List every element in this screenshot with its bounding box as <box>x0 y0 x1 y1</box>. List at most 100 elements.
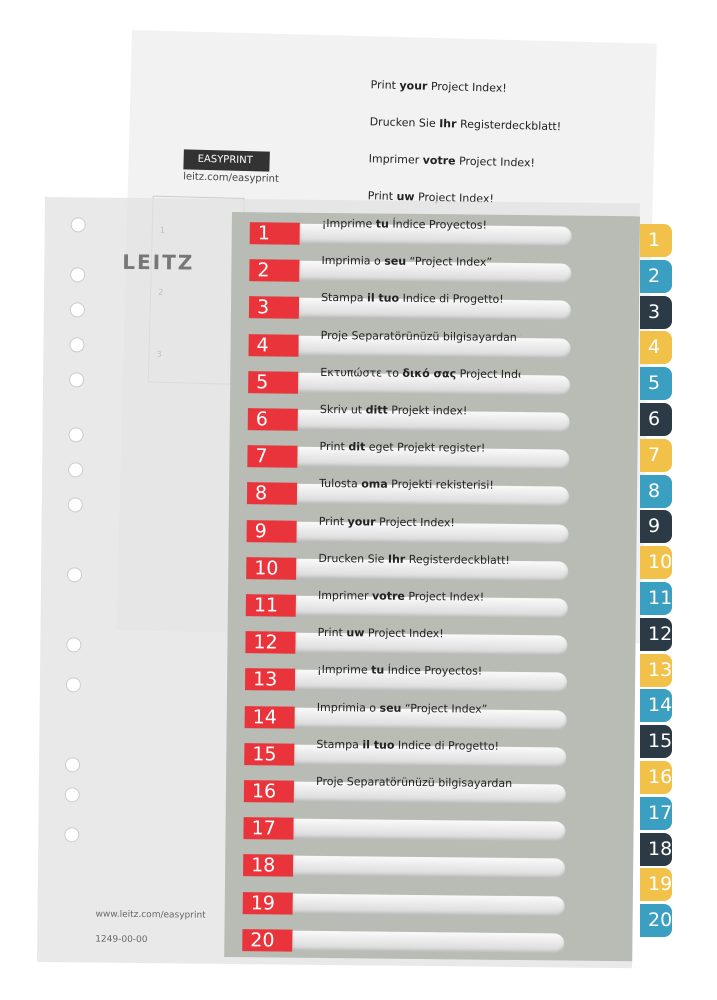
row-text-part: Tulosta <box>319 477 362 491</box>
row-text-part: Proje Separatörünüzü bilgisayardan yazdı… <box>320 328 521 344</box>
index-card: 1 ¡Imprime tu Índice Proyectos! 2 Imprimia … <box>224 212 640 962</box>
row-text-part: uw <box>346 626 365 640</box>
row-text-part: Εκτυπώστε το <box>320 365 403 380</box>
row-text: Tulosta oma Projekti rekisterisi! <box>319 477 519 492</box>
row-text-part: Drucken Sie <box>318 551 388 566</box>
row-text-part: Project Index! <box>404 589 485 604</box>
badge-url: leitz.com/easyprint <box>183 171 279 185</box>
row-number: 3 <box>248 296 300 320</box>
punch-hole <box>69 302 85 318</box>
index-row: 5 Εκτυπώστε το δικό σας Project Index! <box>248 366 573 396</box>
row-number: 12 <box>245 631 296 654</box>
punch-hole <box>69 337 85 353</box>
tab: 1 <box>640 224 672 257</box>
index-row: 11 Imprimer votre Project Index! <box>245 589 571 619</box>
row-text: Imprimia o seu “Project Index” <box>321 254 521 269</box>
row-number: 9 <box>246 519 297 543</box>
row-text-part: Imprimia o <box>321 254 385 268</box>
row-text-part: il tuo <box>367 291 400 306</box>
row-text-part: Ihr <box>387 552 406 566</box>
tab: 10 <box>640 546 672 580</box>
punch-hole <box>70 217 86 233</box>
back-line: Drucken Sie Ihr Registerdeckblatt! <box>370 115 562 133</box>
row-text-part: Índice Proyectos! <box>384 664 483 679</box>
row-text: ¡Imprime tu Índice Proyectos! <box>322 217 522 232</box>
row-number: 14 <box>244 705 295 729</box>
row-number: 11 <box>245 594 296 617</box>
row-number: 4 <box>248 333 299 357</box>
row-text-part: seu <box>384 254 407 269</box>
footer-url: www.leitz.com/easyprint <box>95 909 206 921</box>
row-text-part: Índice Proyectos! <box>388 217 487 232</box>
index-row: 15 Stampa il tuo Indice di Progetto! <box>244 738 569 768</box>
row-text-part: Project Index! <box>459 367 521 381</box>
back-line: Imprimer votre Project Index! <box>369 152 536 169</box>
row-text-part: Stampa <box>321 291 368 305</box>
index-row: 13 ¡Imprime tu Índice Proyectos! <box>244 663 570 694</box>
tab: 2 <box>640 259 672 293</box>
back-line-part: Print <box>370 78 400 93</box>
index-row: 4 Proje Separatörünüzü bilgisayardan yazd… <box>248 329 573 359</box>
index-row: 20 <box>242 928 567 954</box>
tab: 20 <box>640 904 672 938</box>
tab: 18 <box>640 832 672 866</box>
row-number: 16 <box>243 780 295 803</box>
row-text-part: “Project Index” <box>401 701 488 716</box>
punch-hole <box>67 497 83 513</box>
row-text: Skriv ut ditt Projekt index! <box>320 403 520 418</box>
punch-hole <box>66 637 82 653</box>
row-text: Εκτυπώστε το δικό σας Project Index! <box>320 366 520 381</box>
row-number: 6 <box>247 408 298 431</box>
row-text-part: Indice di Progetto! <box>394 738 500 753</box>
row-text: Stampa il tuo Indice di Progetto! <box>316 738 516 753</box>
row-text-part: Project Index! <box>364 626 444 641</box>
row-text-part: Print <box>317 626 347 640</box>
index-row: 10 Drucken Sie Ihr Registerdeckblatt! <box>246 552 571 582</box>
row-number: 19 <box>242 891 293 915</box>
tab: 11 <box>640 582 672 615</box>
index-row: 3 Stampa il tuo Indice di Progetto! <box>248 291 574 322</box>
tab: 19 <box>640 868 672 902</box>
row-number: 20 <box>242 928 293 952</box>
row-text-part: ¡Imprime <box>317 663 372 677</box>
row-text: Stampa il tuo Indice di Progetto! <box>321 291 521 306</box>
back-line-part: votre <box>422 153 456 168</box>
index-row: 16 Proje Separatörünüzü bilgisayardan yaz… <box>243 775 569 805</box>
punch-hole <box>70 267 86 283</box>
back-line-part: Project Index! <box>455 154 536 170</box>
tab: 3 <box>640 295 672 329</box>
row-text: Proje Separatörünüzü bilgisayardan yazdı… <box>316 775 516 790</box>
punch-hole <box>65 677 81 693</box>
row-text-part: “Project Index” <box>406 255 493 269</box>
row-text-part: votre <box>371 589 405 603</box>
punch-hole <box>69 372 85 388</box>
row-text-part: oma <box>361 477 388 492</box>
leitz-logo: LEITZ <box>122 249 195 275</box>
back-line-part: Imprimer <box>368 152 423 167</box>
tab: 12 <box>640 617 672 651</box>
tab: 15 <box>640 725 672 759</box>
index-row: 14 Imprimia o seu “Project Index” <box>244 701 570 731</box>
row-text-part: Skriv ut <box>319 402 366 417</box>
index-row: 9 Print your Project Index! <box>246 515 572 545</box>
tab: 5 <box>640 367 672 401</box>
row-text-part: seu <box>379 701 402 715</box>
tab: 9 <box>640 510 672 544</box>
row-bar <box>292 893 565 917</box>
row-number: 7 <box>247 445 298 468</box>
row-text-part: tu <box>375 217 389 231</box>
row-text-part: Stampa <box>316 737 363 752</box>
back-line-part: Project Index! <box>427 79 507 95</box>
index-row: 18 <box>243 854 568 880</box>
row-text-part: Indice di Progetto! <box>399 292 504 307</box>
back-line-part: your <box>399 79 428 93</box>
row-text: Imprimer votre Project Index! <box>318 589 518 604</box>
row-number: 2 <box>249 259 300 282</box>
row-text-part: Imprimia o <box>316 700 380 715</box>
index-row: 12 Print uw Project Index! <box>245 626 570 656</box>
tab: 8 <box>640 474 672 508</box>
tab: 7 <box>640 438 672 472</box>
tab: 6 <box>640 403 672 436</box>
back-line-part: Registerdeckblatt! <box>456 117 562 134</box>
